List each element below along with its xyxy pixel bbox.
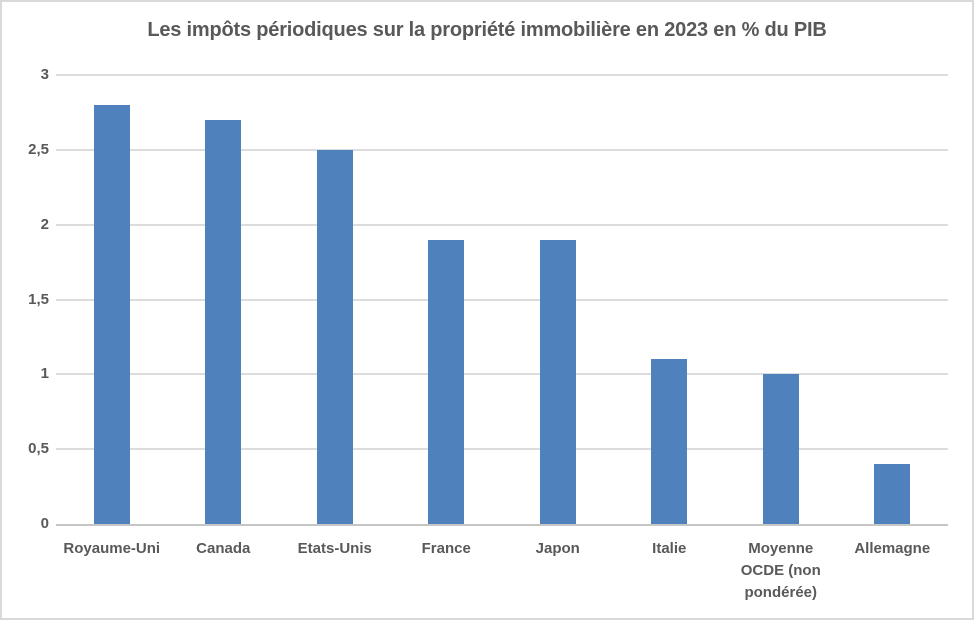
chart-title: Les impôts périodiques sur la propriété … (147, 19, 827, 41)
bar-3 (316, 149, 353, 524)
bar-5 (539, 239, 576, 524)
x-category-label: France (421, 540, 471, 557)
x-category-label: Japon (535, 540, 580, 557)
bar-6 (651, 359, 688, 524)
y-axis-tick-labels: 0 0,5 1 1,5 2 2,5 3 (2, 66, 49, 532)
y-tick-label: 2,5 (28, 140, 49, 158)
gridline (56, 373, 948, 376)
y-tick-label: 1,5 (28, 290, 49, 308)
y-tick-label: 0,5 (28, 440, 49, 458)
gridline (56, 448, 948, 451)
x-axis-line (56, 524, 948, 526)
bar-8 (874, 464, 911, 524)
y-tick-label: 0 (40, 515, 49, 532)
y-tick-label: 1 (40, 365, 49, 383)
x-axis-category-labels: Royaume-Uni Canada Etats-Unis France Japon It… (56, 538, 948, 608)
x-category-label: Allemagne (854, 540, 931, 557)
gridline (56, 223, 948, 226)
plot-area (56, 74, 948, 526)
x-category-label: Moyenne OCDE (non pondérée) (740, 540, 821, 601)
x-category-label: Canada (196, 540, 251, 557)
gridline (56, 74, 948, 76)
x-category-label: Royaume-Uni (63, 540, 161, 557)
bar-4 (428, 239, 465, 524)
x-category-label: Etats-Unis (297, 540, 372, 557)
gridline (56, 148, 948, 151)
bar-2 (205, 119, 242, 524)
y-tick-label: 2 (40, 215, 49, 233)
bar-1 (93, 104, 130, 524)
bar-7 (762, 374, 799, 524)
x-category-label: Italie (652, 540, 687, 557)
gridline (56, 298, 948, 301)
y-tick-label: 3 (40, 66, 49, 83)
